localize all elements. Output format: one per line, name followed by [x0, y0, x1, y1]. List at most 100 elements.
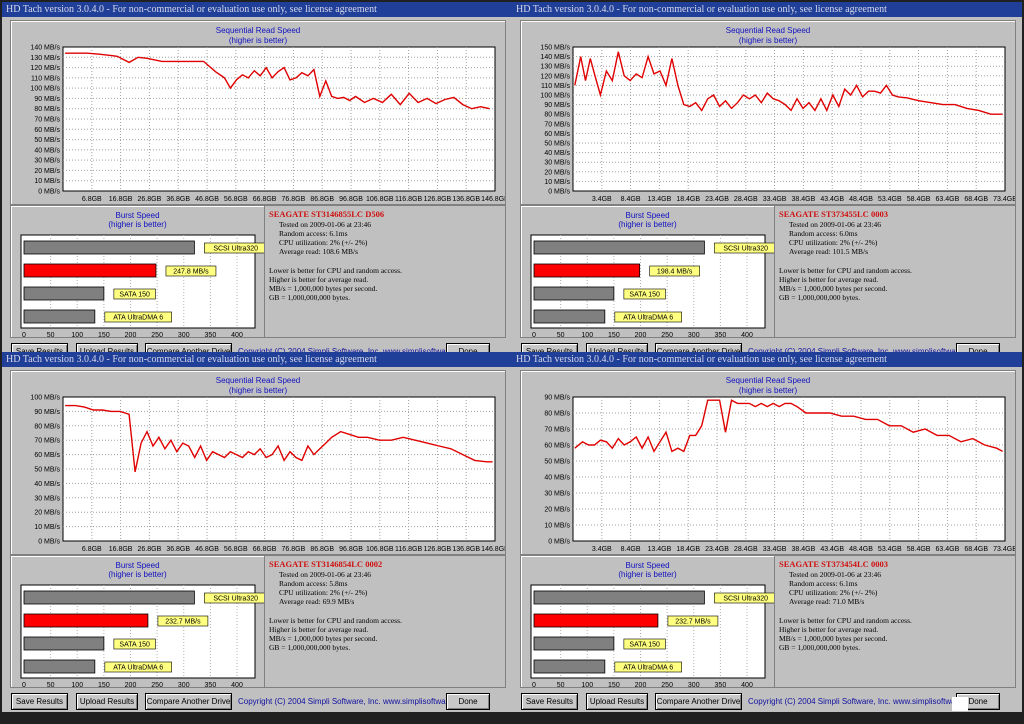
x-tick-label: 43.4GB: [820, 196, 844, 203]
burst-tick-label: 100: [71, 332, 83, 337]
burst-tick-label: 150: [98, 682, 110, 687]
y-tick-label: 20 MB/s: [34, 168, 60, 175]
burst-speed-bar-label: 232.7 MB/s: [165, 619, 201, 626]
y-tick-label: 20 MB/s: [544, 507, 570, 514]
cpu-utilization: CPU utilization: 2% (+/- 2%): [789, 238, 878, 247]
results-info-panel: SEAGATE ST3146855LC D506 Tested on 2009-…: [264, 205, 506, 338]
burst-speed-bar: [23, 613, 149, 628]
sequential-read-panel: Sequential Read Speed (higher is better)…: [10, 20, 506, 205]
upload-results-button[interactable]: Upload Results: [76, 693, 138, 710]
ata-udma6-bar-label: ATA UltraDMA 6: [113, 315, 163, 322]
seq-chart-title: Sequential Read Speed: [215, 26, 301, 35]
window-title: HD Tach version 3.0.4.0 - For non-commer…: [512, 2, 1022, 17]
compare-another-drive-button[interactable]: Compare Another Drive: [655, 693, 742, 710]
random-access: Random access: 6.1ms: [789, 579, 858, 588]
burst-tick-label: 300: [178, 682, 190, 687]
ata-udma6-bar: [533, 309, 606, 324]
compare-another-drive-button[interactable]: Compare Another Drive: [145, 693, 232, 710]
burst-chart-subtitle: (higher is better): [618, 220, 677, 229]
sequential-read-panel: Sequential Read Speed (higher is better)…: [10, 370, 506, 555]
scsi-ultra320-bar: [533, 590, 705, 605]
x-tick-label: 116.8GB: [395, 196, 422, 203]
burst-tick-label: 200: [635, 332, 647, 337]
note-line: GB = 1,000,000,000 bytes.: [269, 643, 351, 652]
x-tick-label: 146.8GB: [481, 546, 505, 553]
x-tick-label: 8.4GB: [621, 546, 641, 553]
y-tick-label: 90 MB/s: [34, 96, 60, 103]
sequential-read-chart: 0 MB/s 10 MB/s 20 MB/s 30 MB/s 40 MB/s 50 MB/…: [30, 45, 505, 204]
burst-speed-bar-label-box: [649, 265, 700, 277]
x-tick-label: 63.4GB: [936, 196, 960, 203]
copyright-text: Copyright (C) 2004 Simpli Software, Inc.…: [238, 347, 470, 356]
y-tick-label: 50 MB/s: [34, 137, 60, 144]
burst-tick-label: 200: [125, 332, 137, 337]
note-line: GB = 1,000,000,000 bytes.: [269, 293, 351, 302]
y-tick-label: 10 MB/s: [34, 524, 60, 531]
scsi-ultra320-bar: [533, 240, 705, 255]
seq-chart-subtitle: (higher is better): [738, 386, 798, 395]
burst-chart-title: Burst Speed: [625, 561, 670, 570]
x-tick-label: 6.8GB: [82, 196, 102, 203]
y-tick-label: 70 MB/s: [34, 438, 60, 445]
scsi-ultra320-bar-label-box: [714, 592, 774, 604]
average-read: Average read: 71.0 MB/s: [789, 597, 865, 606]
burst-tick-label: 400: [741, 682, 753, 687]
burst-tick-label: 350: [205, 682, 217, 687]
button-row: Save Results Upload Results Compare Anot…: [512, 691, 1022, 712]
y-tick-label: 100 MB/s: [540, 93, 570, 100]
sequential-read-chart: 0 MB/s 10 MB/s 20 MB/s 30 MB/s 40 MB/s 50 MB/…: [30, 395, 505, 554]
burst-tick-label: 50: [47, 682, 55, 687]
burst-speed-bar: [533, 613, 659, 628]
save-results-button[interactable]: Save Results: [521, 693, 578, 710]
y-tick-label: 30 MB/s: [34, 158, 60, 165]
cpu-utilization: CPU utilization: 2% (+/- 2%): [279, 588, 368, 597]
ata-udma6-bar-label-box: [614, 311, 682, 323]
x-tick-label: 53.4GB: [878, 196, 902, 203]
read-speed-series-line: [65, 404, 493, 473]
burst-tick-label: 100: [581, 332, 593, 337]
burst-tick-label: 400: [741, 332, 753, 337]
window-title: HD Tach version 3.0.4.0 - For non-commer…: [2, 352, 512, 367]
ata-udma6-bar-label-box: [104, 661, 172, 673]
x-tick-label: 16.8GB: [109, 196, 133, 203]
x-tick-label: 63.4GB: [936, 546, 960, 553]
x-tick-label: 96.8GB: [339, 196, 363, 203]
cpu-utilization: CPU utilization: 2% (+/- 2%): [789, 588, 878, 597]
burst-speed-bar-label: 232.7 MB/s: [675, 619, 711, 626]
y-tick-label: 60 MB/s: [544, 443, 570, 450]
x-tick-label: 68.4GB: [964, 546, 988, 553]
y-tick-label: 90 MB/s: [34, 409, 60, 416]
burst-tick-label: 250: [661, 682, 673, 687]
y-tick-label: 40 MB/s: [544, 150, 570, 157]
results-info-panel: SEAGATE ST373455LC 0003 Tested on 2009-0…: [774, 205, 1016, 338]
burst-chart-title: Burst Speed: [115, 211, 160, 220]
drive-name: SEAGATE ST373454LC 0003: [779, 559, 888, 569]
burst-tick-label: 150: [608, 682, 620, 687]
hdtach-window: HD Tach version 3.0.4.0 - For non-commer…: [2, 352, 512, 712]
x-tick-label: 76.8GB: [282, 196, 306, 203]
done-button[interactable]: Done: [446, 693, 490, 710]
y-tick-label: 80 MB/s: [544, 411, 570, 418]
x-tick-label: 38.4GB: [792, 546, 816, 553]
burst-speed-chart: 0 50 100 150 200 250 300 350 400 SCSI Ultra320 232…: [20, 584, 264, 687]
y-tick-label: 110 MB/s: [31, 75, 61, 82]
burst-tick-label: 300: [688, 332, 700, 337]
save-results-button[interactable]: Save Results: [11, 693, 68, 710]
hdtach-window: HD Tach version 3.0.4.0 - For non-commer…: [512, 352, 1022, 712]
x-tick-label: 73.4GB: [993, 546, 1015, 553]
sequential-read-panel: Sequential Read Speed (higher is better)…: [520, 370, 1016, 555]
x-tick-label: 53.4GB: [878, 546, 902, 553]
sequential-read-panel: Sequential Read Speed (higher is better)…: [520, 20, 1016, 205]
scsi-ultra320-bar: [23, 590, 195, 605]
upload-results-button[interactable]: Upload Results: [586, 693, 648, 710]
y-tick-label: 0 MB/s: [548, 189, 570, 196]
x-tick-label: 13.4GB: [648, 546, 672, 553]
note-line: Higher is better for average read.: [779, 275, 879, 284]
y-tick-label: 0 MB/s: [38, 189, 60, 196]
burst-speed-bar: [23, 263, 157, 278]
tested-date: Tested on 2009-01-06 at 23:46: [789, 220, 881, 229]
blank-patch: [952, 697, 968, 711]
burst-speed-bar-label: 198.4 MB/s: [657, 269, 693, 276]
burst-speed-bar-label-box: [165, 265, 217, 277]
burst-tick-label: 0: [22, 682, 26, 687]
